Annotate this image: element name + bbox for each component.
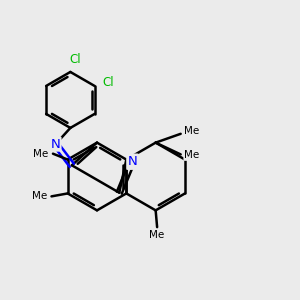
Text: Me: Me [184,126,200,136]
Text: N: N [128,154,138,167]
Text: Me: Me [32,191,47,201]
Text: Cl: Cl [69,53,81,66]
Text: O: O [127,156,138,169]
Text: Me: Me [33,149,48,159]
Text: Me: Me [184,150,200,160]
Text: N: N [51,138,61,151]
Text: Me: Me [149,230,165,240]
Text: Cl: Cl [102,76,114,89]
